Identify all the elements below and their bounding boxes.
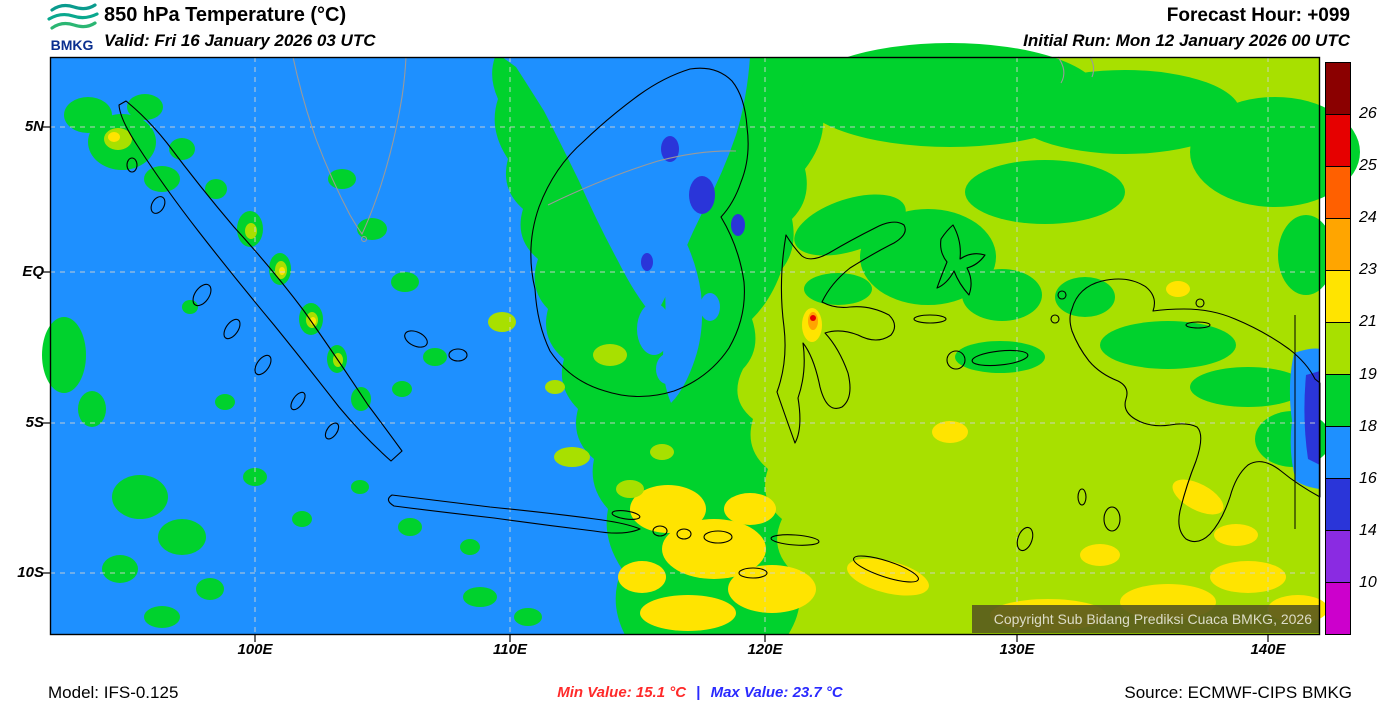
colorbar-segment: [1326, 63, 1350, 115]
logo-wave-3: [50, 21, 97, 30]
colorbar-segment: [1326, 323, 1350, 375]
minmax-values: Min Value: 15.1 °C | Max Value: 23.7 °C: [557, 684, 843, 701]
model-label: Model: IFS-0.125: [48, 683, 179, 702]
colorbar-segment: [1326, 427, 1350, 479]
colorbar-segment: [1326, 375, 1350, 427]
colorbar-segment: [1326, 271, 1350, 323]
colorbar-segment: [1326, 479, 1350, 531]
max-value: Max Value: 23.7 °C: [710, 684, 843, 701]
colorbar-segment: [1326, 115, 1350, 167]
colorbar-label: 16: [1359, 470, 1377, 487]
colorbar-segment: [1326, 167, 1350, 219]
y-axis-label: EQ: [22, 263, 44, 280]
temperature-map: Copyright Sub Bidang Prediksi Cuaca BMKG…: [42, 43, 1360, 642]
axis-ticks: [43, 126, 1269, 642]
header-right: Forecast Hour: +099 Initial Run: Mon 12 …: [1023, 2, 1350, 53]
colorbar: [1325, 62, 1351, 635]
colorbar-label: 19: [1359, 366, 1377, 383]
logo-text: BMKG: [51, 37, 94, 53]
colorbar-label: 25: [1359, 157, 1377, 174]
y-axis-label: 10S: [17, 564, 44, 581]
header: BMKG 850 hPa Temperature (°C) Valid: Fri…: [0, 0, 1400, 57]
forecast-hour: Forecast Hour: +099: [1166, 5, 1350, 26]
colorbar-segment: [1326, 531, 1350, 583]
colorbar-label: 26: [1359, 105, 1377, 122]
temperature-field: [42, 43, 1360, 635]
x-axis-label: 100E: [237, 641, 273, 658]
colorbar-label: 18: [1359, 418, 1377, 435]
copyright-text: Copyright Sub Bidang Prediksi Cuaca BMKG…: [994, 611, 1312, 627]
logo-wave-1: [50, 3, 97, 12]
coastlines: [118, 67, 1321, 583]
colorbar-segment: [1326, 219, 1350, 271]
initial-run: Initial Run: Mon 12 January 2026 00 UTC: [1023, 31, 1350, 50]
colorbar-label: 14: [1359, 522, 1377, 539]
colorbar-label: 10: [1359, 574, 1377, 591]
valid-time: Valid: Fri 16 January 2026 03 UTC: [104, 31, 376, 50]
footer: Model: IFS-0.125 Min Value: 15.1 °C | Ma…: [0, 680, 1400, 709]
copyright-box: Copyright Sub Bidang Prediksi Cuaca BMKG…: [972, 605, 1320, 633]
x-axis-label: 140E: [1250, 641, 1286, 658]
bmkg-logo: BMKG: [47, 3, 99, 53]
colorbar-label: 21: [1359, 313, 1377, 330]
colorbar-label: 24: [1359, 209, 1377, 226]
foreign-coastlines: [292, 56, 1095, 243]
logo-wave-2: [47, 12, 99, 21]
source-label: Source: ECMWF-CIPS BMKG: [1124, 683, 1352, 702]
title-block: 850 hPa Temperature (°C) Valid: Fri 16 J…: [104, 2, 376, 53]
minmax-separator: |: [696, 684, 701, 701]
x-axis-label: 120E: [747, 641, 783, 658]
gridlines: [50, 57, 1320, 635]
min-value: Min Value: 15.1 °C: [557, 684, 687, 701]
x-axis-label: 130E: [999, 641, 1035, 658]
y-axis-label: 5N: [24, 118, 44, 135]
colorbar-label: 23: [1359, 261, 1377, 278]
colorbar-segment: [1326, 583, 1350, 634]
page-title: 850 hPa Temperature (°C): [104, 4, 347, 26]
x-axis-label: 110E: [493, 641, 527, 658]
y-axis-label: 5S: [25, 414, 44, 431]
map-frame: [49, 56, 1321, 636]
